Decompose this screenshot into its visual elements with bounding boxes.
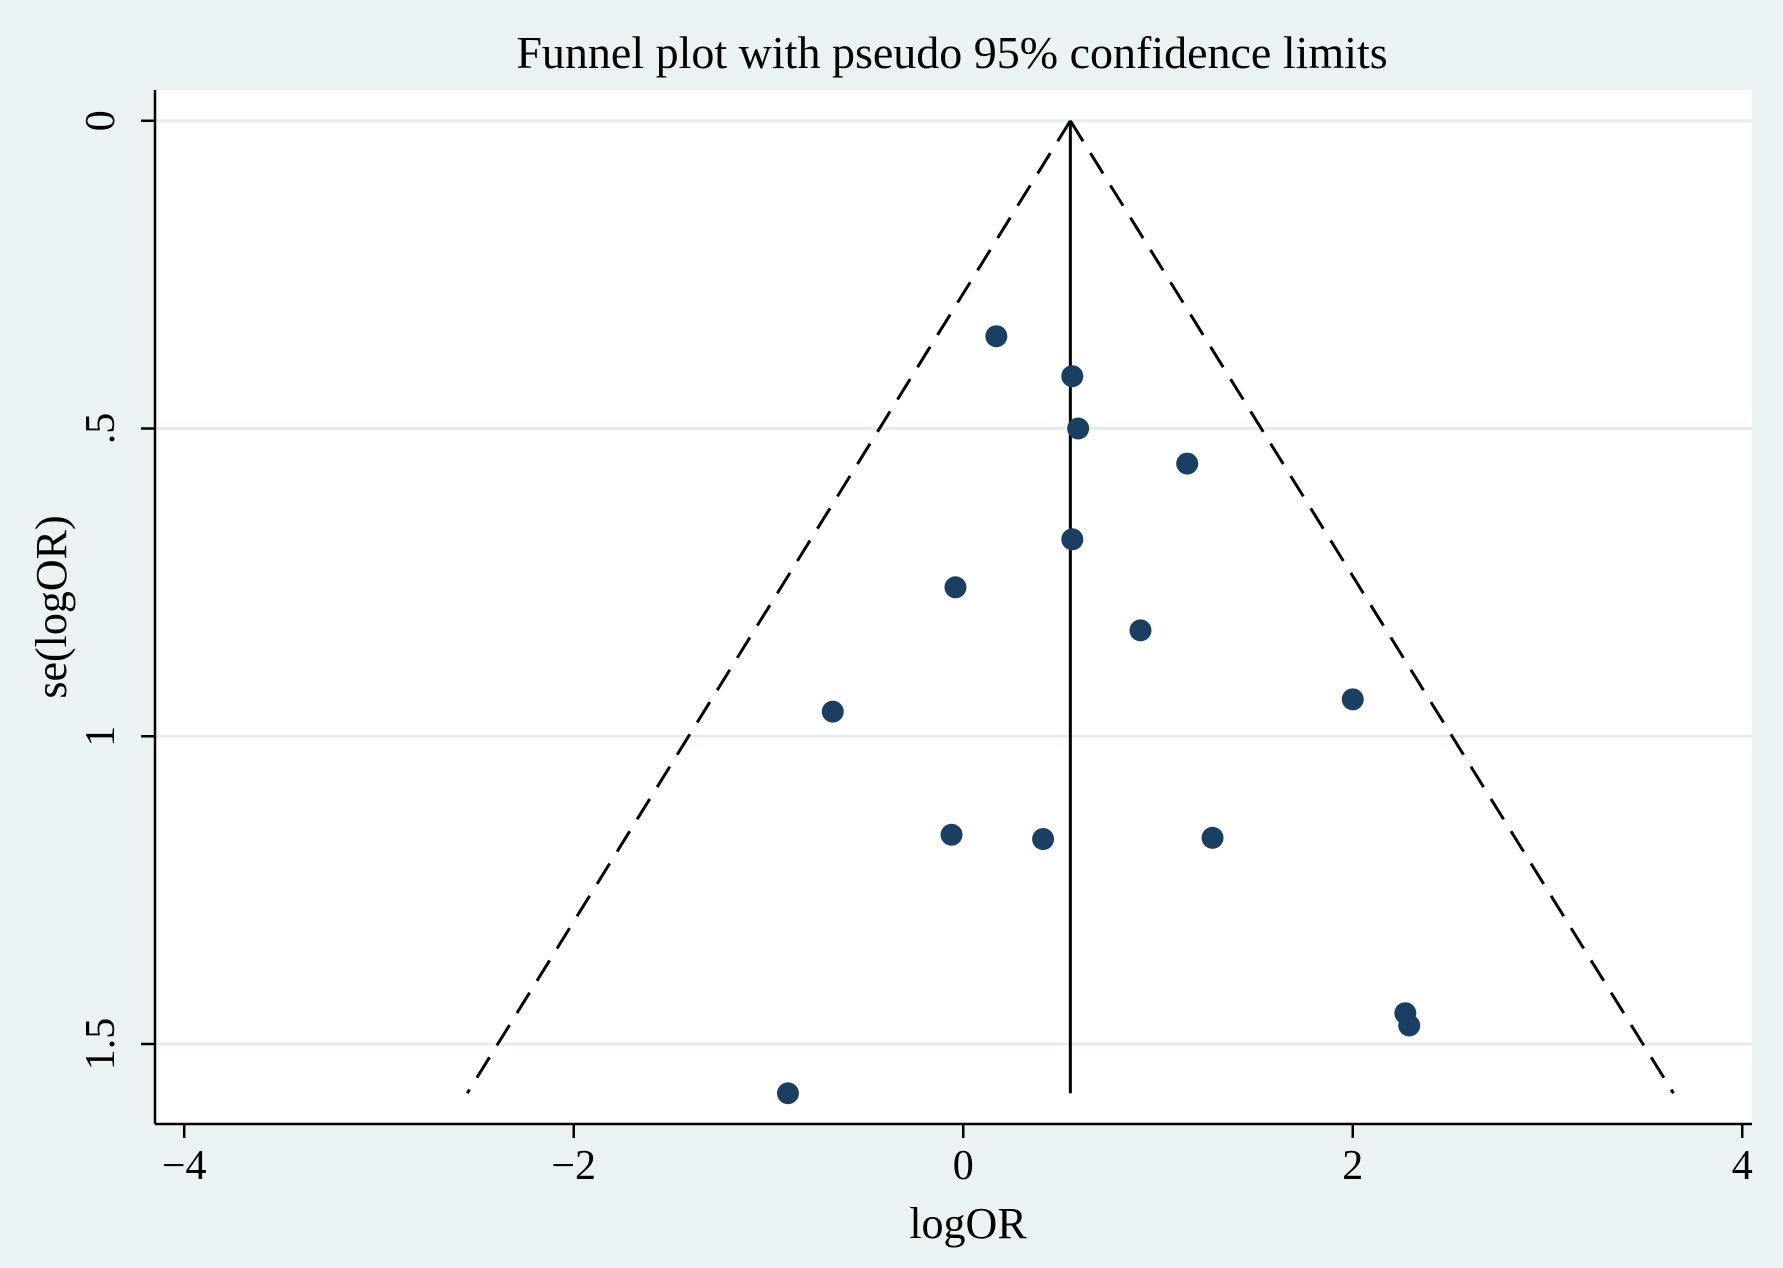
data-point bbox=[1398, 1014, 1421, 1037]
data-point bbox=[1061, 528, 1084, 551]
x-axis-title: logOR bbox=[909, 1199, 1027, 1248]
data-point bbox=[1067, 417, 1090, 440]
data-point bbox=[1032, 828, 1055, 851]
upper-ci-line bbox=[1069, 119, 1675, 1095]
y-tick-label: .5 bbox=[78, 413, 124, 445]
data-point bbox=[1129, 619, 1152, 642]
x-tick-label: −2 bbox=[551, 1143, 596, 1189]
data-point bbox=[944, 576, 967, 599]
y-tick-label: 1 bbox=[78, 726, 124, 747]
gridlines bbox=[155, 119, 1752, 1046]
x-tick-label: 0 bbox=[953, 1143, 974, 1189]
data-point bbox=[821, 700, 844, 723]
data-point bbox=[1201, 826, 1224, 849]
data-point bbox=[1341, 688, 1364, 711]
confidence-funnel bbox=[465, 119, 1675, 1095]
data-points bbox=[776, 325, 1421, 1105]
y-tick-label: 1.5 bbox=[78, 1018, 124, 1071]
x-tick-label: 2 bbox=[1342, 1143, 1363, 1189]
lower-ci-line bbox=[465, 119, 1072, 1095]
x-tick-label: −4 bbox=[162, 1143, 207, 1189]
chart-title: Funnel plot with pseudo 95% confidence l… bbox=[516, 27, 1387, 78]
axes: −4 −2 0 2 4 0 .5 1 1.5 bbox=[78, 90, 1753, 1189]
y-axis-title: se(logOR) bbox=[27, 515, 76, 698]
data-point bbox=[985, 325, 1008, 348]
x-tick-label: 4 bbox=[1732, 1143, 1753, 1189]
data-point bbox=[1176, 452, 1199, 475]
data-point bbox=[940, 823, 963, 846]
y-tick-label: 0 bbox=[78, 110, 124, 131]
plot-area bbox=[155, 90, 1752, 1124]
data-point bbox=[1061, 365, 1084, 388]
data-point bbox=[776, 1082, 799, 1105]
